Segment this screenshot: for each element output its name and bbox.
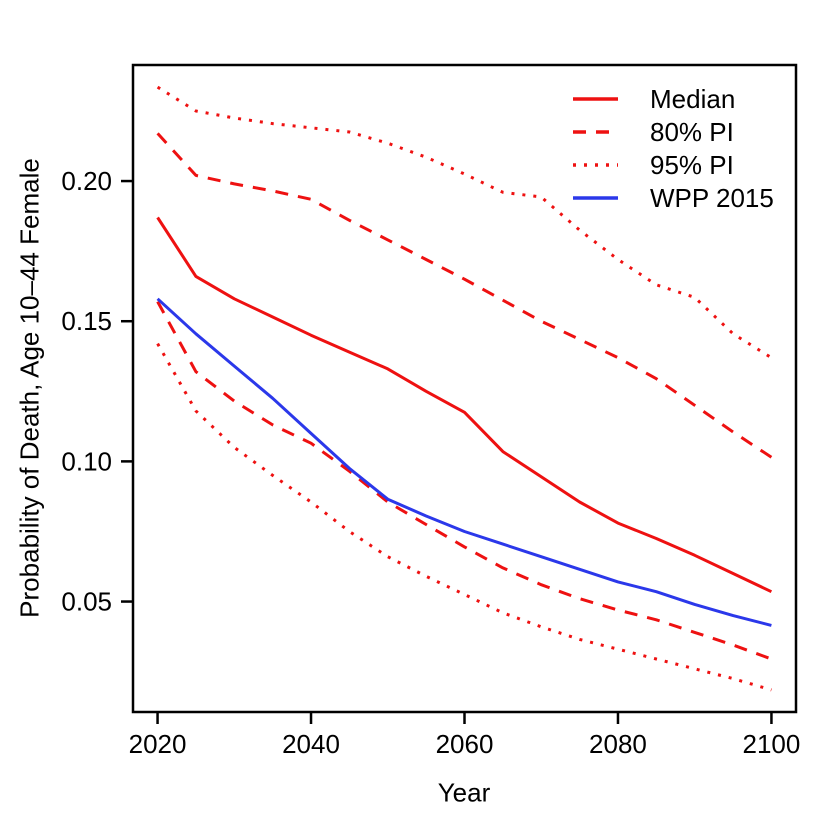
plot-border: [131, 63, 798, 714]
x-tick-label: 2040: [282, 729, 340, 759]
95pi-lower-line: [156, 342, 772, 692]
x-tick-label: 2080: [589, 729, 647, 759]
y-tick-label: 0.05: [61, 587, 112, 617]
legend-label-80pi: 80% PI: [650, 117, 734, 147]
wpp2015-line: [156, 297, 772, 627]
legend-label-wpp2015: WPP 2015: [650, 183, 774, 213]
y-tick-label: 0.15: [61, 306, 112, 336]
x-tick-label: 2020: [129, 729, 187, 759]
y-tick-label: 0.20: [61, 166, 112, 196]
x-tick-label: 2060: [436, 729, 494, 759]
y-tick-label: 0.10: [61, 446, 112, 476]
y-axis-title: Probability of Death, Age 10–44 Female: [14, 158, 45, 618]
median-line: [156, 216, 773, 594]
80pi-upper-line: [156, 132, 773, 459]
x-tick-label: 2100: [743, 729, 801, 759]
x-axis-title: Year: [437, 777, 491, 808]
95pi-upper-line: [156, 85, 773, 359]
legend-label-median: Median: [650, 84, 735, 114]
legend-label-95pi: 95% PI: [650, 150, 734, 180]
80pi-lower-line: [156, 300, 772, 661]
